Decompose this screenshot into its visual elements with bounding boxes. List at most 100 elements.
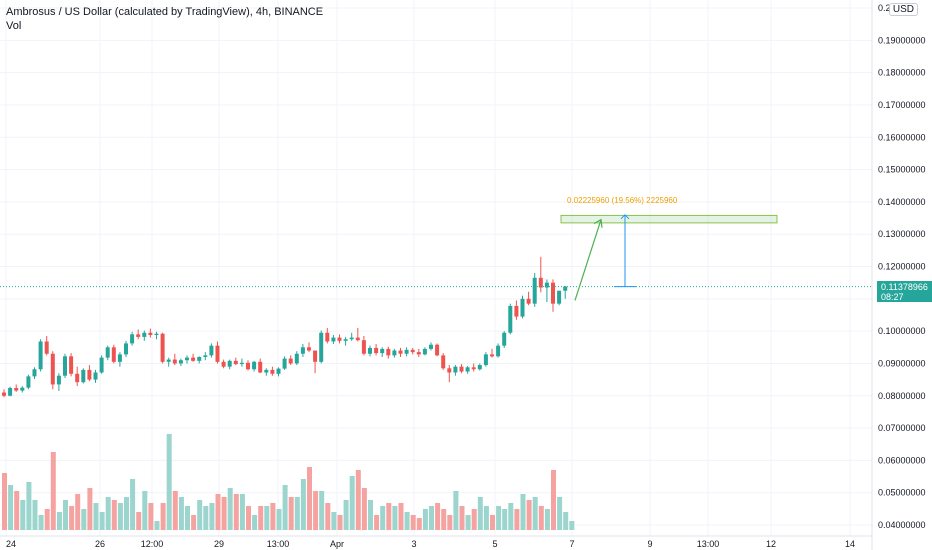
symbol-title[interactable]: Ambrosus / US Dollar (calculated by Trad…	[6, 6, 324, 18]
drawing-tools[interactable]	[0, 214, 872, 301]
volume-bar	[526, 500, 532, 530]
y-tick-label: 0.2	[878, 3, 891, 13]
candle-body	[477, 365, 482, 370]
candle-body	[349, 337, 354, 340]
y-tick-label: 0.16000000	[878, 132, 926, 142]
candle-body	[319, 332, 324, 362]
volume-bar	[502, 509, 508, 530]
candle-body	[325, 332, 330, 342]
currency-badge[interactable]: USD	[888, 3, 918, 16]
volume-bar	[404, 512, 410, 530]
chart-grid	[0, 0, 872, 536]
candle-body	[191, 357, 196, 361]
candle-body	[239, 362, 244, 365]
volume-bar	[75, 494, 81, 530]
volume-bar	[197, 500, 203, 530]
volume-bar	[203, 506, 209, 530]
candle-body	[178, 360, 183, 364]
candle-body	[233, 360, 238, 365]
candle-body	[209, 345, 214, 356]
candles	[2, 256, 568, 398]
candle-body	[258, 361, 263, 373]
candle-body	[117, 354, 122, 362]
y-tick-label: 0.05000000	[878, 488, 926, 498]
volume-bar	[93, 503, 99, 530]
candle-body	[392, 350, 397, 356]
candle-body	[544, 282, 549, 288]
price-axis[interactable]: 0.04000000 0.05000000 0.06000000 0.07000000…	[871, 0, 926, 550]
candle-body	[404, 349, 409, 354]
volume-bar	[270, 503, 276, 530]
candle-body	[252, 361, 257, 370]
candle-body	[93, 372, 98, 380]
candle-body	[246, 362, 250, 370]
measure-arrowhead	[620, 214, 630, 220]
candle-body	[429, 344, 433, 349]
candle-body	[227, 360, 232, 367]
volume-bar	[483, 506, 489, 530]
x-tick-label: 12	[766, 539, 776, 549]
volume-bar	[105, 497, 111, 530]
volume-bar	[8, 485, 14, 530]
candle-body	[410, 349, 415, 353]
candle-body	[343, 339, 348, 341]
x-tick-label: Apr	[330, 539, 344, 549]
candle-body	[557, 290, 562, 304]
volume-bar	[264, 506, 270, 530]
candle-body	[14, 387, 19, 391]
candle-body	[38, 341, 43, 370]
time-axis[interactable]: 24 26 12:00 29 13:00 Apr 3 5 7 9 13:00 12 14	[0, 535, 872, 549]
volume-bar	[178, 497, 184, 530]
x-tick-label: 13:00	[267, 539, 290, 549]
candle-body	[483, 354, 488, 366]
y-tick-label: 0.07000000	[878, 423, 926, 433]
candle-body	[459, 366, 464, 372]
volume-bar	[349, 476, 355, 530]
candle-body	[398, 350, 403, 354]
volume-bar	[490, 515, 495, 530]
volume-bar	[221, 497, 227, 530]
candle-body	[2, 392, 6, 396]
y-tick-label: 0.10000000	[878, 326, 926, 336]
y-tick-label: 0.06000000	[878, 455, 926, 465]
volume-indicator-label[interactable]: Vol	[6, 20, 22, 32]
x-tick-label: 12:00	[141, 539, 164, 549]
candle-body	[99, 357, 104, 373]
candle-body	[32, 369, 37, 377]
candle-body	[26, 376, 31, 388]
candle-body	[422, 348, 427, 355]
candle-body	[453, 366, 458, 373]
candle-body	[471, 367, 476, 370]
volume-bar	[374, 515, 380, 530]
candle-body	[331, 337, 336, 342]
candle-body	[288, 358, 293, 364]
candle-body	[361, 340, 366, 354]
candle-body	[87, 369, 92, 380]
volume-bar	[124, 497, 129, 530]
candle-body	[50, 353, 55, 385]
volume-bar	[325, 503, 331, 530]
volume-bar	[520, 494, 526, 530]
target-zone-rectangle	[560, 214, 778, 224]
volume-bar	[557, 497, 563, 530]
candle-body	[56, 375, 61, 385]
volume-bar	[361, 488, 367, 530]
x-tick-label: 5	[492, 539, 497, 549]
volume-bar	[38, 515, 44, 530]
volume-bar	[471, 509, 477, 530]
candle-body	[172, 359, 177, 364]
candle-body	[355, 337, 360, 341]
volume-bar	[172, 491, 178, 530]
candle-body	[197, 356, 202, 361]
candle-body	[496, 345, 501, 357]
volume-bar	[465, 515, 471, 530]
volume-bar	[319, 491, 325, 530]
volume-bar	[398, 503, 404, 530]
candle-body	[282, 358, 287, 369]
candle-body	[337, 337, 342, 341]
volume-bar	[343, 500, 349, 530]
volume-bar	[20, 500, 26, 530]
candle-body	[166, 359, 171, 362]
candle-body	[75, 373, 80, 383]
